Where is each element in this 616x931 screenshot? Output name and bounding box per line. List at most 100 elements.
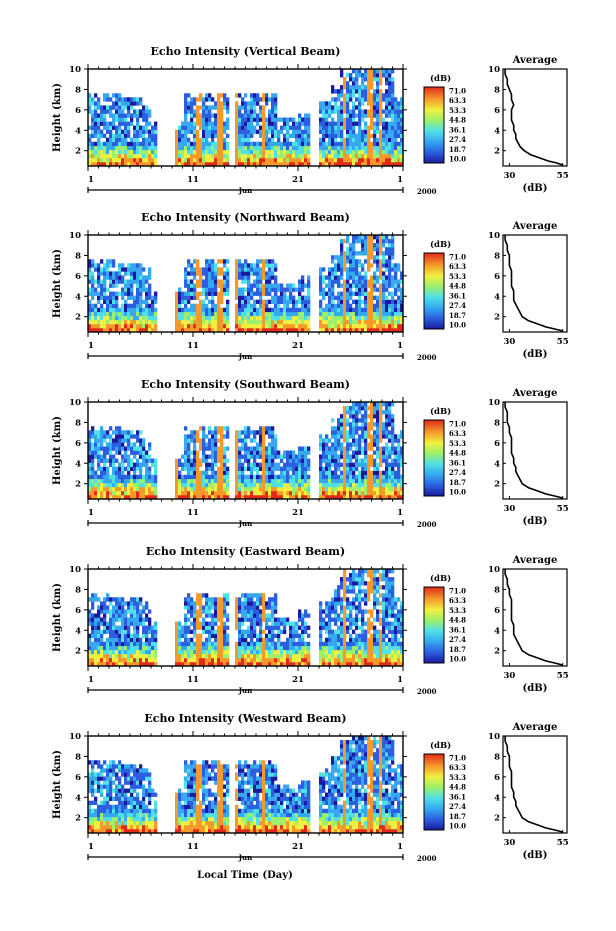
heatmap-cell [250, 446, 254, 451]
heatmap-cell [217, 129, 221, 134]
heatmap-cell [181, 133, 185, 139]
heatmap-cell [178, 287, 182, 292]
heatmap-cell [121, 161, 125, 167]
heatmap-cell [217, 323, 221, 329]
heatmap-cell [364, 430, 368, 435]
heatmap-cell [328, 279, 332, 284]
heatmap-cell [379, 239, 383, 244]
heatmap-cell [223, 259, 227, 264]
heatmap-cell [121, 319, 125, 325]
heatmap-cell [379, 422, 383, 427]
heatmap-cell [352, 89, 356, 94]
heatmap-cell [394, 121, 398, 126]
heatmap-cell [340, 137, 344, 143]
heatmap-cell [181, 490, 185, 496]
heatmap-cell [343, 426, 347, 431]
heatmap-cell [133, 486, 137, 492]
heatmap-cell [358, 291, 362, 296]
heatmap-cell [97, 617, 101, 622]
avg-x-label: (dB) [523, 349, 548, 360]
heatmap-cell [286, 299, 290, 305]
heatmap-cell [100, 113, 104, 118]
heatmap-cell [307, 486, 311, 492]
heatmap-cell [319, 279, 323, 284]
heatmap-cell [178, 137, 182, 143]
heatmap-cell [394, 474, 398, 480]
heatmap-cell [274, 97, 278, 102]
heatmap-cell [97, 637, 101, 643]
heatmap-cell [211, 129, 215, 134]
heatmap-cell [361, 137, 365, 143]
heatmap-cell [373, 402, 377, 407]
heatmap-cell [334, 161, 338, 167]
heatmap-cell [322, 117, 326, 122]
heatmap-cell [334, 430, 338, 435]
heatmap-cell [211, 466, 215, 472]
heatmap-cell [358, 299, 362, 305]
heatmap-cell [256, 117, 260, 122]
heatmap-cell [352, 153, 356, 159]
heatmap-cell [358, 141, 362, 147]
heatmap-cell [280, 307, 284, 313]
heatmap-cell [328, 490, 332, 496]
heatmap-cell [331, 311, 335, 317]
heatmap-cell [124, 454, 128, 459]
heatmap-cell [391, 267, 395, 272]
heatmap-cell [337, 109, 341, 114]
heatmap-cell [286, 319, 290, 325]
heatmap-cell [106, 641, 110, 647]
heatmap-cell [148, 275, 152, 280]
heatmap-cell [94, 149, 98, 155]
heatmap-cell [289, 133, 293, 139]
heatmap-cell [103, 291, 107, 296]
heatmap-cell [214, 125, 218, 130]
heatmap-cell [238, 458, 242, 463]
heatmap-cell [382, 287, 386, 292]
heatmap-cell [325, 315, 329, 321]
heatmap-cell [331, 125, 335, 130]
heatmap-cell [94, 125, 98, 130]
heatmap-cell [334, 141, 338, 147]
heatmap-cell [199, 426, 203, 431]
heatmap-cell [334, 275, 338, 280]
heatmap-cell [343, 299, 347, 305]
heatmap-cell [136, 283, 140, 288]
heatmap-cell [208, 466, 212, 472]
heatmap-cell [112, 283, 116, 288]
heatmap-cell [343, 303, 347, 309]
heatmap-cell [301, 454, 305, 459]
heatmap-cell [298, 283, 302, 288]
heatmap-cell [241, 307, 245, 313]
heatmap-cell [238, 486, 242, 492]
heatmap-cell [397, 113, 401, 118]
heatmap-cell [376, 434, 380, 439]
heatmap-cell [253, 462, 257, 467]
heatmap-cell [130, 490, 134, 496]
heatmap-cell [94, 319, 98, 325]
panel-2: Echo Intensity (Southward Beam)246810Hei… [52, 378, 569, 529]
heatmap-cell [394, 315, 398, 321]
heatmap-cell [154, 466, 158, 472]
heatmap-cell [397, 434, 401, 439]
heatmap-cell [367, 315, 371, 321]
heatmap-cell [304, 145, 308, 151]
heatmap-cell [97, 661, 101, 667]
heatmap-cell [304, 157, 308, 163]
heatmap-cell [136, 474, 140, 480]
heatmap-cell [343, 446, 347, 451]
heatmap-cell [133, 307, 137, 313]
heatmap-cell [193, 145, 197, 151]
heatmap-cell [106, 153, 110, 159]
heatmap-cell [352, 161, 356, 167]
heatmap-cell [94, 141, 98, 147]
heatmap-cell [349, 243, 353, 248]
heatmap-cell [196, 121, 200, 126]
heatmap-cell [352, 462, 356, 467]
heatmap-cell [118, 617, 122, 622]
heatmap-cell [124, 486, 128, 492]
heatmap-cell [187, 446, 191, 451]
heatmap-cell [241, 275, 245, 280]
heatmap-cell [238, 494, 242, 500]
heatmap-cell [112, 137, 116, 143]
heatmap-cell [235, 494, 239, 500]
